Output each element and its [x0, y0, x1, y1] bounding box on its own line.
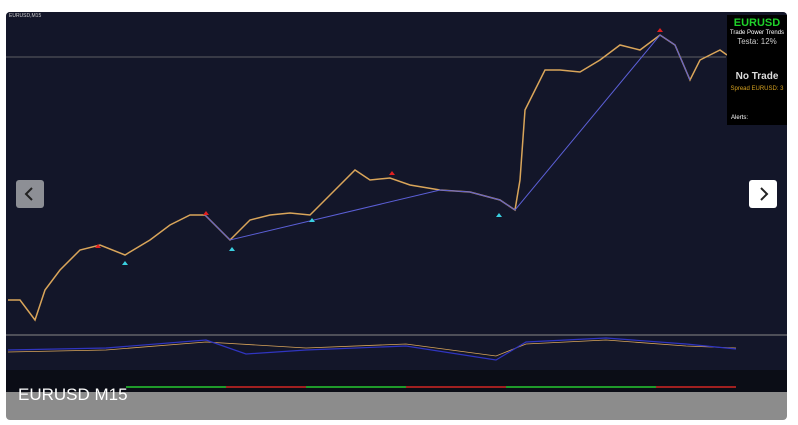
- panel-alerts: Alerts:: [731, 115, 749, 122]
- signal-buy: [122, 261, 128, 265]
- signal-buy: [496, 213, 502, 217]
- prev-button[interactable]: [16, 180, 44, 208]
- panel-status: No Trade: [735, 70, 779, 82]
- price-line-down: [204, 34, 691, 241]
- prev-icon: [24, 187, 33, 201]
- signal-sell: [389, 171, 395, 175]
- next-button[interactable]: [749, 180, 777, 208]
- slide-caption: EURUSD M15: [18, 385, 128, 404]
- chart-image: [6, 12, 787, 392]
- indicator-line: [7, 337, 737, 361]
- indicator-line: [7, 339, 737, 357]
- signal-buy: [229, 247, 235, 251]
- price-line: [8, 34, 728, 322]
- chart-label: EURUSD,M15: [9, 13, 42, 19]
- panel-title: Trade Power Trends: [729, 30, 785, 37]
- panel-spread: Spread EURUSD: 3: [730, 85, 784, 92]
- chart-background: [6, 12, 787, 392]
- carousel-slide: EURUSD,M15 EURUSD Trade Power Trends Tes…: [6, 12, 787, 420]
- signal-sell: [657, 28, 663, 32]
- signal-sell: [95, 244, 101, 248]
- signal-buy: [309, 218, 315, 222]
- next-icon: [760, 187, 769, 201]
- panel-symbol: EURUSD: [733, 17, 781, 29]
- info-panel: EURUSD Trade Power Trends Testa: 12% No …: [727, 15, 787, 125]
- signal-sell: [203, 211, 209, 215]
- panel-testa: Testa: 12%: [737, 37, 777, 47]
